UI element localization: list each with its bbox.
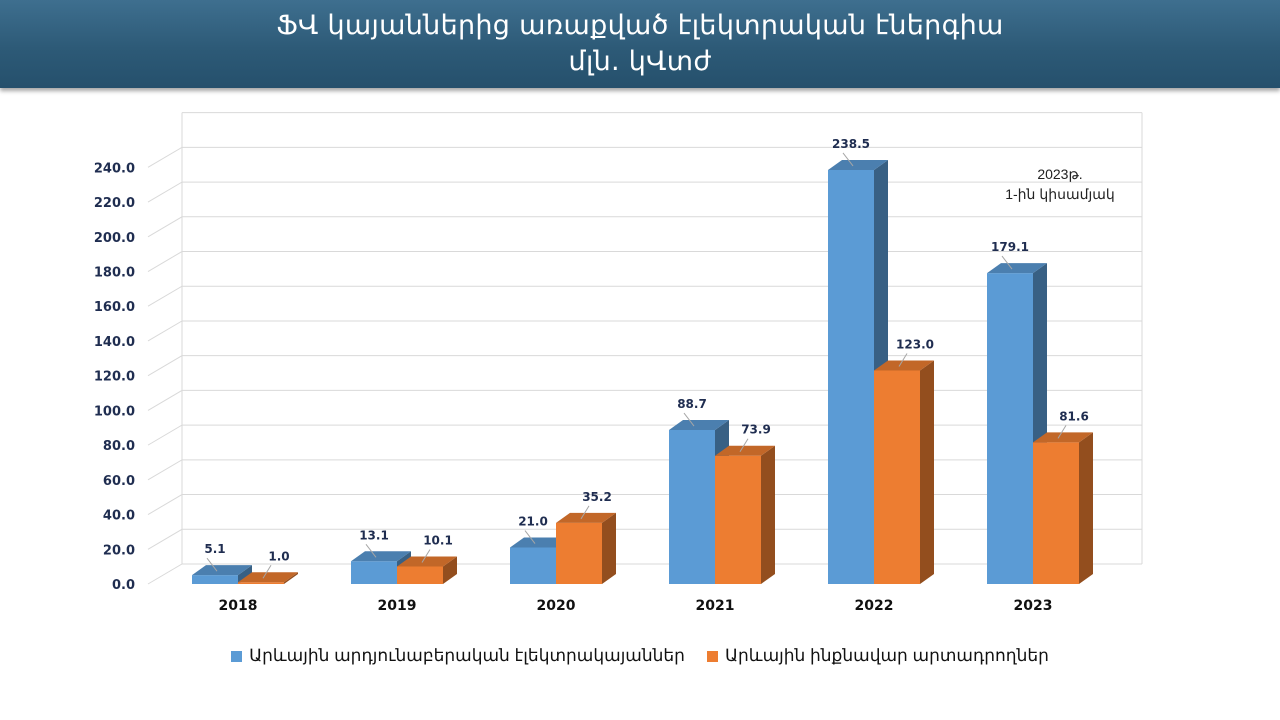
bar-series1-2023-data-label: 179.1 [991,240,1029,254]
bar-series2-2019-leader [421,549,431,563]
legend-item-series1: Արևային արդյունաբերական էլեկտրակայաններ [231,646,685,666]
x-tick-label: 2019 [378,598,417,614]
y-tick-label: 160.0 [94,300,135,315]
bar-series1-2018: 5.1 [192,542,252,584]
bar-series2-2020-leader [580,505,590,520]
bar-series1-2022-leader [842,152,854,167]
bar-series1-2020-leader [524,530,536,544]
y-tick-label: 20.0 [103,543,135,558]
bar-series1-2019-leader [365,543,377,558]
period-note-year: 2023թ. [1037,166,1083,182]
chart-subtitle: մլն. կՎտժ [568,46,712,77]
bar-series2-2021-front [715,455,761,584]
bar-series1-2021-top [669,420,729,431]
bar-series1-2020-data-label: 21.0 [518,515,548,529]
bar-series2-2022-leader [898,353,908,367]
bar-series2-2018-side [284,572,298,584]
bar-series2-2020-data-label: 35.2 [582,490,612,504]
bar-series2-2018-data-label: 1.0 [268,549,289,563]
y-tick-label: 220.0 [94,196,135,211]
legend-swatch-series1 [231,650,243,662]
bar-series1-2018-front [192,575,238,584]
bar-series1-2019-front [351,561,397,584]
bar-series2-2020-top [556,512,616,523]
bar-chart: 0.0 20.0 40.0 60.0 80.0 100.0 120.0 140.0 160.0 1… [94,112,1143,614]
y-tick-label: 140.0 [94,335,135,350]
legend-label-series2: Արևային ինքնավար արտադրողներ [724,646,1049,665]
bar-series1-2018-data-label: 5.1 [204,542,225,556]
period-note: 2023թ. 1-ին կիսամյակ [990,164,1130,204]
bar-series2-2022-data-label: 123.0 [896,337,934,351]
x-tick-label: 2023 [1014,598,1053,614]
y-tick-label: 200.0 [94,231,135,246]
bar-series2-2021-leader [739,438,749,452]
legend-swatch-series2 [706,650,718,662]
bar-series2-2020-front [556,522,602,584]
bar-series2-2020-side [602,512,616,584]
bar-series1-2022-data-label: 238.5 [832,137,870,151]
x-tick-label: 2018 [219,598,258,614]
y-tick-label: 80.0 [103,439,135,454]
legend-item-series2: Արևային ինքնավար արտադրողներ [706,646,1049,666]
y-tick-label: 60.0 [103,474,135,489]
bar-series1-2023-leader [1001,255,1013,270]
bar-series1-2021-front [669,430,715,584]
bar-series1-2021-leader [683,412,695,427]
y-tick-label: 240.0 [94,161,135,176]
bar-series2-2022-side [920,360,934,584]
y-tick-label: 100.0 [94,404,135,419]
bar-series1-2018-leader [206,557,218,572]
bar-series2-2022-top [874,360,934,371]
bar-series1-2020-front [510,547,556,584]
bar-series2-2018-leader [262,565,272,579]
bar-series2-2019-data-label: 10.1 [423,533,453,547]
bar-series2-2023-leader [1057,425,1067,439]
bar-series2-2023-data-label: 81.6 [1059,409,1089,423]
legend: Արևային արդյունաբերական էլեկտրակայաններ … [0,642,1280,670]
bar-series2-2019-front [397,566,443,584]
bar-series1-2018-side [238,565,252,584]
bar-series2-2018-top [238,572,298,583]
bar-series2-2018: 1.0 [238,549,298,584]
bar-series2-2020: 35.2 [556,490,616,584]
bar-series2-2021-top [715,445,775,456]
bar-series1-2022-top [828,159,888,170]
bar-series2-2023: 81.6 [1033,409,1093,584]
bar-series2-2022-front [874,370,920,584]
bar-series2-2019: 10.1 [397,533,457,584]
bar-series1-2023-top [987,263,1047,274]
bar-series1-2021-data-label: 88.7 [677,397,707,411]
x-tick-label: 2022 [855,598,894,614]
bar-series2-2021: 73.9 [715,423,775,584]
gridline [147,251,1142,272]
period-note-half: 1-ին կիսամյակ [1005,186,1115,202]
bar-series2-2019-top [397,556,457,567]
bar-series2-2023-side [1079,432,1093,584]
y-tick-label: 120.0 [94,370,135,385]
x-tick-label: 2020 [537,598,576,614]
bar-series2-2023-front [1033,442,1079,584]
bar-series2-2018-front [238,582,284,584]
bar-series1-2022-front [828,169,874,585]
y-tick-label: 0.0 [112,578,135,593]
bar-series2-2023-top [1033,432,1093,443]
bar-series1-2023-front [987,273,1033,584]
bar-series1-2019-top [351,551,411,562]
bar-series1-2018-top [192,565,252,576]
title-band: ՖՎ կայաններից առաքված էլեկտրական էներգիա… [0,0,1280,88]
y-tick-label: 180.0 [94,266,135,281]
x-tick-label: 2021 [696,598,735,614]
bar-series2-2021-side [761,445,775,584]
legend-label-series1: Արևային արդյունաբերական էլեկտրակայաններ [249,646,685,665]
bar-series1-2020-top [510,537,570,548]
y-tick-label: 40.0 [103,509,135,524]
bar-series1-2019-data-label: 13.1 [359,528,389,542]
bar-series2-2019-side [443,556,457,584]
bar-series2-2022: 123.0 [874,337,934,584]
chart-title: ՖՎ կայաններից առաքված էլեկտրական էներգիա [276,10,1004,41]
gridline [147,216,1142,238]
bar-series2-2021-data-label: 73.9 [741,423,771,437]
